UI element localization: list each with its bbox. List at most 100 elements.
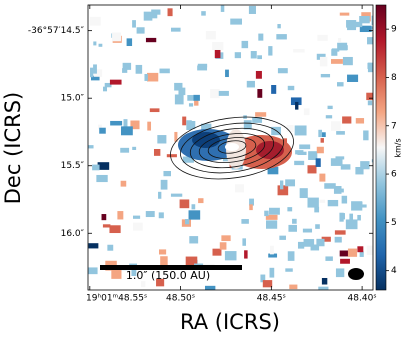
- map-pixel: [185, 256, 198, 266]
- map-pixel: [212, 42, 224, 51]
- map-pixel: [268, 46, 273, 56]
- map-pixel: [218, 90, 229, 96]
- map-pixel: [371, 15, 373, 25]
- map-pixel: [132, 20, 136, 28]
- map-pixel: [166, 154, 177, 158]
- map-pixel: [156, 278, 165, 287]
- map-pixel: [255, 112, 267, 117]
- y-tick-label: 15.5″: [61, 161, 85, 171]
- map-pixel: [178, 87, 186, 96]
- map-pixel: [103, 86, 108, 92]
- map-pixel: [97, 162, 110, 170]
- map-pixel: [367, 100, 373, 106]
- map-pixel: [204, 285, 216, 290]
- map-pixel: [112, 32, 121, 42]
- map-pixel: [98, 43, 103, 47]
- map-pixel: [307, 197, 319, 208]
- map-pixel: [234, 52, 242, 59]
- map-pixel: [276, 34, 287, 40]
- map-pixel: [360, 161, 370, 170]
- map-pixel: [159, 68, 170, 74]
- map-pixel: [149, 108, 160, 113]
- map-pixel: [230, 18, 242, 25]
- map-pixel: [249, 198, 254, 206]
- map-pixel: [295, 150, 304, 155]
- map-pixel: [132, 146, 137, 150]
- map-pixel: [330, 158, 343, 166]
- map-pixel: [279, 235, 286, 240]
- map-pixel: [189, 236, 199, 244]
- map-pixel: [338, 45, 348, 51]
- map-pixel: [289, 284, 298, 290]
- map-pixel: [316, 146, 324, 154]
- map-pixel: [287, 85, 295, 91]
- map-pixel: [179, 199, 190, 209]
- map-pixel: [193, 94, 200, 101]
- map-pixel: [339, 12, 350, 16]
- map-pixel: [319, 56, 328, 67]
- colorbar: [375, 4, 387, 291]
- map-pixel: [201, 123, 212, 134]
- map-pixel: [318, 129, 323, 138]
- map-pixel: [347, 248, 358, 257]
- map-pixel: [160, 256, 168, 266]
- map-pixel: [102, 224, 111, 228]
- colorbar-tick-label: 6: [391, 170, 397, 180]
- map-pixel: [187, 95, 194, 101]
- map-pixel: [188, 103, 194, 107]
- map-pixel: [310, 244, 320, 251]
- map-pixel: [340, 164, 351, 170]
- map-pixel: [260, 274, 266, 283]
- map-pixel: [88, 267, 98, 275]
- map-pixel: [297, 241, 305, 249]
- map-pixel: [147, 121, 152, 131]
- x-axis-label: RA (ICRS): [180, 310, 280, 334]
- map-pixel: [122, 68, 128, 73]
- map-pixel: [357, 214, 361, 221]
- map-pixel: [285, 179, 296, 187]
- map-pixel: [335, 156, 345, 160]
- map-pixel: [158, 212, 164, 219]
- map-pixel: [337, 188, 344, 193]
- map-pixel: [120, 147, 130, 153]
- map-pixel: [120, 126, 133, 136]
- map-pixel: [269, 207, 280, 215]
- map-pixel: [93, 69, 103, 77]
- map-pixel: [257, 55, 262, 60]
- map-pixel: [145, 211, 155, 218]
- map-pixel: [338, 38, 342, 42]
- map-pixel: [252, 117, 263, 123]
- map-pixel: [92, 164, 100, 171]
- map-pixel: [109, 225, 121, 234]
- map-pixel: [355, 118, 365, 124]
- center-hole: [225, 143, 239, 151]
- map-pixel: [347, 74, 359, 82]
- map-pixel: [131, 268, 137, 276]
- map-pixel: [174, 82, 183, 91]
- map-pixel: [268, 253, 278, 258]
- map-pixel: [269, 267, 275, 278]
- y-axis-label: Dec (ICRS): [1, 92, 25, 204]
- map-pixel: [136, 27, 145, 34]
- map-pixel: [290, 97, 302, 106]
- map-pixel: [191, 204, 196, 210]
- map-pixel: [221, 235, 231, 242]
- map-pixel: [359, 25, 372, 33]
- y-tick-label: 15.0″: [61, 94, 85, 104]
- map-pixel: [182, 116, 187, 126]
- map-pixel: [264, 210, 269, 217]
- map-pixel: [331, 59, 343, 64]
- map-pixel: [320, 73, 331, 78]
- map-pixel: [158, 249, 167, 255]
- map-pixel: [93, 64, 97, 74]
- map-pixel: [345, 219, 358, 230]
- map-pixel: [122, 62, 132, 70]
- scale-bar-label: 1.0″ (150.0 AU): [126, 269, 210, 282]
- beam: [348, 268, 364, 280]
- map-pixel: [88, 145, 94, 149]
- map-pixel: [334, 230, 346, 235]
- map-pixel: [294, 160, 305, 166]
- map-pixel: [144, 73, 148, 81]
- map-pixel: [151, 9, 161, 15]
